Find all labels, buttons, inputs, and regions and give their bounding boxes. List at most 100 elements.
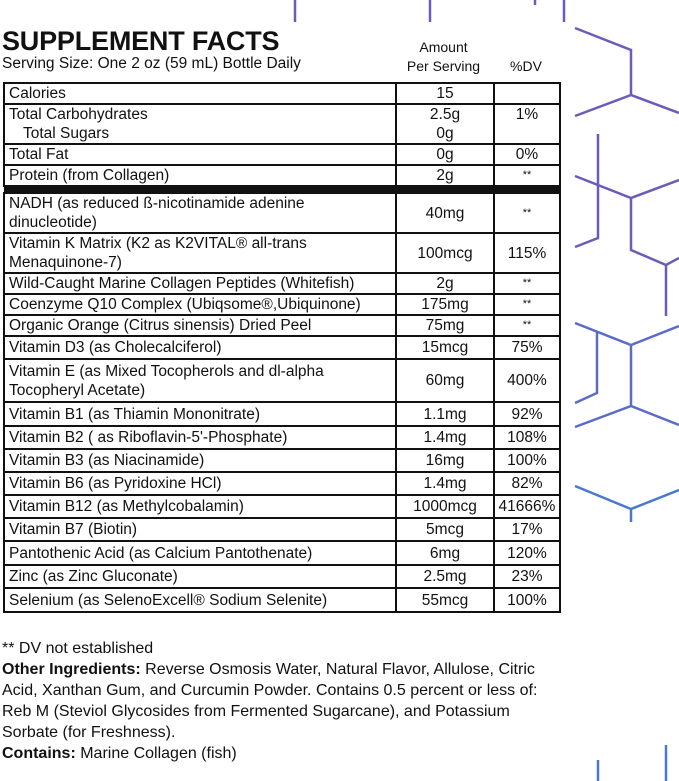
table-row: Organic Orange (Citrus sinensis) Dried P… <box>3 314 561 337</box>
dv-main: 1% <box>515 106 539 123</box>
amount-per-serving: 2.5g 0g <box>395 103 495 145</box>
amount-per-serving: 16mg <box>395 448 495 473</box>
table-row: Vitamin B1 (as Thiamin Mononitrate) 1.1mg… <box>3 401 561 427</box>
amount-per-serving: 1.1mg <box>395 401 495 427</box>
table-row: Vitamin D3 (as Cholecalciferol) 15mcg 75% <box>3 335 561 360</box>
contains-text: Marine Collagen (fish) <box>75 745 237 762</box>
nutrient-name: Zinc (as Zinc Gluconate) <box>3 564 397 589</box>
percent-dv: 17% <box>493 517 561 542</box>
amount-per-serving: 6mg <box>395 540 495 566</box>
amount-per-serving: 1000mcg <box>395 494 495 519</box>
percent-dv: ** <box>493 192 561 234</box>
amount-per-serving: 2g <box>395 164 495 187</box>
amount-per-serving: 2.5mg <box>395 564 495 589</box>
nutrient-name-main: Total Carbohydrates <box>9 106 148 123</box>
amount-per-serving: 55mcg <box>395 587 495 613</box>
percent-dv: 108% <box>493 425 561 450</box>
nutrient-name: Total Carbohydrates Total Sugars <box>3 103 397 145</box>
other-ingredients-text: Reverse Osmosis Water, Natural Flavor, A… <box>2 661 538 741</box>
nutrient-name: Vitamin K Matrix (K2 as K2VITAL® all-tra… <box>3 232 397 274</box>
amount-per-serving: 40mg <box>395 192 495 234</box>
nutrient-name: Organic Orange (Citrus sinensis) Dried P… <box>3 314 397 337</box>
table-row: Vitamin B6 (as Pyridoxine HCl) 1.4mg 82% <box>3 471 561 496</box>
table-row: Wild-Caught Marine Collagen Peptides (Wh… <box>3 272 561 295</box>
nutrient-name: Vitamin B3 (as Niacinamide) <box>3 448 397 473</box>
sub-nutrient-name: Total Sugars <box>23 125 110 142</box>
footer: ** DV not established Other Ingredients:… <box>2 638 562 764</box>
amount-per-serving: 15 <box>395 82 495 105</box>
table-row: Coenzyme Q10 Complex (Ubiqsome®,Ubiquino… <box>3 293 561 316</box>
percent-dv: 75% <box>493 335 561 360</box>
nutrient-name: NADH (as reduced ß-nicotinamide adenine … <box>3 192 397 234</box>
table-row: Selenium (as SelenoExcell® Sodium Seleni… <box>3 587 561 613</box>
percent-dv: 82% <box>493 471 561 496</box>
amount-main: 2.5g <box>429 106 461 123</box>
percent-dv: ** <box>493 314 561 337</box>
amount-per-serving: 2g <box>395 272 495 295</box>
thick-divider <box>3 185 561 194</box>
amount-per-serving: 1.4mg <box>395 471 495 496</box>
amount-per-serving: 175mg <box>395 293 495 316</box>
amount-per-serving-header: Amount Per Serving <box>395 38 492 76</box>
table-row: NADH (as reduced ß-nicotinamide adenine … <box>3 192 561 234</box>
nutrient-name: Total Fat <box>3 143 397 166</box>
amount-header-line1: Amount <box>419 39 468 55</box>
allergen-contains: Contains: Marine Collagen (fish) <box>2 743 562 764</box>
nutrient-name: Protein (from Collagen) <box>3 164 397 187</box>
contains-label: Contains: <box>2 745 76 762</box>
nutrient-name: Vitamin B2 ( as Riboflavin-5'-Phosphate) <box>3 425 397 450</box>
amount-per-serving: 0g <box>395 143 495 166</box>
nutrient-name: Vitamin B7 (Biotin) <box>3 517 397 542</box>
supplement-facts-table: Calories 15 Total Carbohydrates Total Sugar… <box>3 82 561 613</box>
other-ingredients: Other Ingredients: Reverse Osmosis Water… <box>2 659 562 743</box>
percent-dv: 0% <box>493 143 561 166</box>
amount-per-serving: 1.4mg <box>395 425 495 450</box>
amount-per-serving: 15mcg <box>395 335 495 360</box>
amount-per-serving: 60mg <box>395 358 495 403</box>
serving-size: Serving Size: One 2 oz (59 mL) Bottle Da… <box>2 55 301 72</box>
nutrient-name: Calories <box>3 82 397 105</box>
percent-dv: 400% <box>493 358 561 403</box>
percent-dv: 115% <box>493 232 561 274</box>
nutrient-name: Vitamin B12 (as Methylcobalamin) <box>3 494 397 519</box>
dv-note: ** DV not established <box>2 640 154 657</box>
other-ingredients-label: Other Ingredients: <box>2 661 141 678</box>
percent-dv: ** <box>493 293 561 316</box>
percent-dv: ** <box>493 164 561 187</box>
amount-header-line2: Per Serving <box>406 58 481 74</box>
table-row: Vitamin B2 ( as Riboflavin-5'-Phosphate)… <box>3 425 561 450</box>
nutrient-name: Vitamin B6 (as Pyridoxine HCl) <box>3 471 397 496</box>
table-row: Protein (from Collagen) 2g ** <box>3 164 561 187</box>
divider-bar <box>3 185 561 194</box>
table-row: Vitamin E (as Mixed Tocopherols and dl-a… <box>3 358 561 403</box>
table-row: Vitamin B12 (as Methylcobalamin) 1000mcg 4… <box>3 494 561 519</box>
table-row: Vitamin K Matrix (K2 as K2VITAL® all-tra… <box>3 232 561 274</box>
percent-dv: 41666% <box>493 494 561 519</box>
table-row: Vitamin B7 (Biotin) 5mcg 17% <box>3 517 561 542</box>
table-row: Total Carbohydrates Total Sugars 2.5g 0g 1% <box>3 103 561 145</box>
nutrient-name: Vitamin D3 (as Cholecalciferol) <box>3 335 397 360</box>
percent-dv: 23% <box>493 564 561 589</box>
dv-header: %DV <box>510 58 542 74</box>
percent-dv: 1% <box>493 103 561 145</box>
nutrient-name: Selenium (as SelenoExcell® Sodium Seleni… <box>3 587 397 613</box>
amount-per-serving: 100mcg <box>395 232 495 274</box>
table-row: Zinc (as Zinc Gluconate) 2.5mg 23% <box>3 564 561 589</box>
table-row: Calories 15 <box>3 82 561 105</box>
sub-amount: 0g <box>436 125 454 142</box>
amount-per-serving: 5mcg <box>395 517 495 542</box>
table-row: Total Fat 0g 0% <box>3 143 561 166</box>
amount-per-serving: 75mg <box>395 314 495 337</box>
percent-dv: 92% <box>493 401 561 427</box>
percent-dv: ** <box>493 272 561 295</box>
nutrient-name: Coenzyme Q10 Complex (Ubiqsome®,Ubiquino… <box>3 293 397 316</box>
nutrient-name: Vitamin B1 (as Thiamin Mononitrate) <box>3 401 397 427</box>
table-row: Vitamin B3 (as Niacinamide) 16mg 100% <box>3 448 561 473</box>
percent-dv: 120% <box>493 540 561 566</box>
nutrient-name: Pantothenic Acid (as Calcium Pantothenat… <box>3 540 397 566</box>
page-title: SUPPLEMENT FACTS <box>2 26 280 56</box>
percent-dv: 100% <box>493 448 561 473</box>
percent-dv <box>493 82 561 105</box>
nutrient-name: Wild-Caught Marine Collagen Peptides (Wh… <box>3 272 397 295</box>
